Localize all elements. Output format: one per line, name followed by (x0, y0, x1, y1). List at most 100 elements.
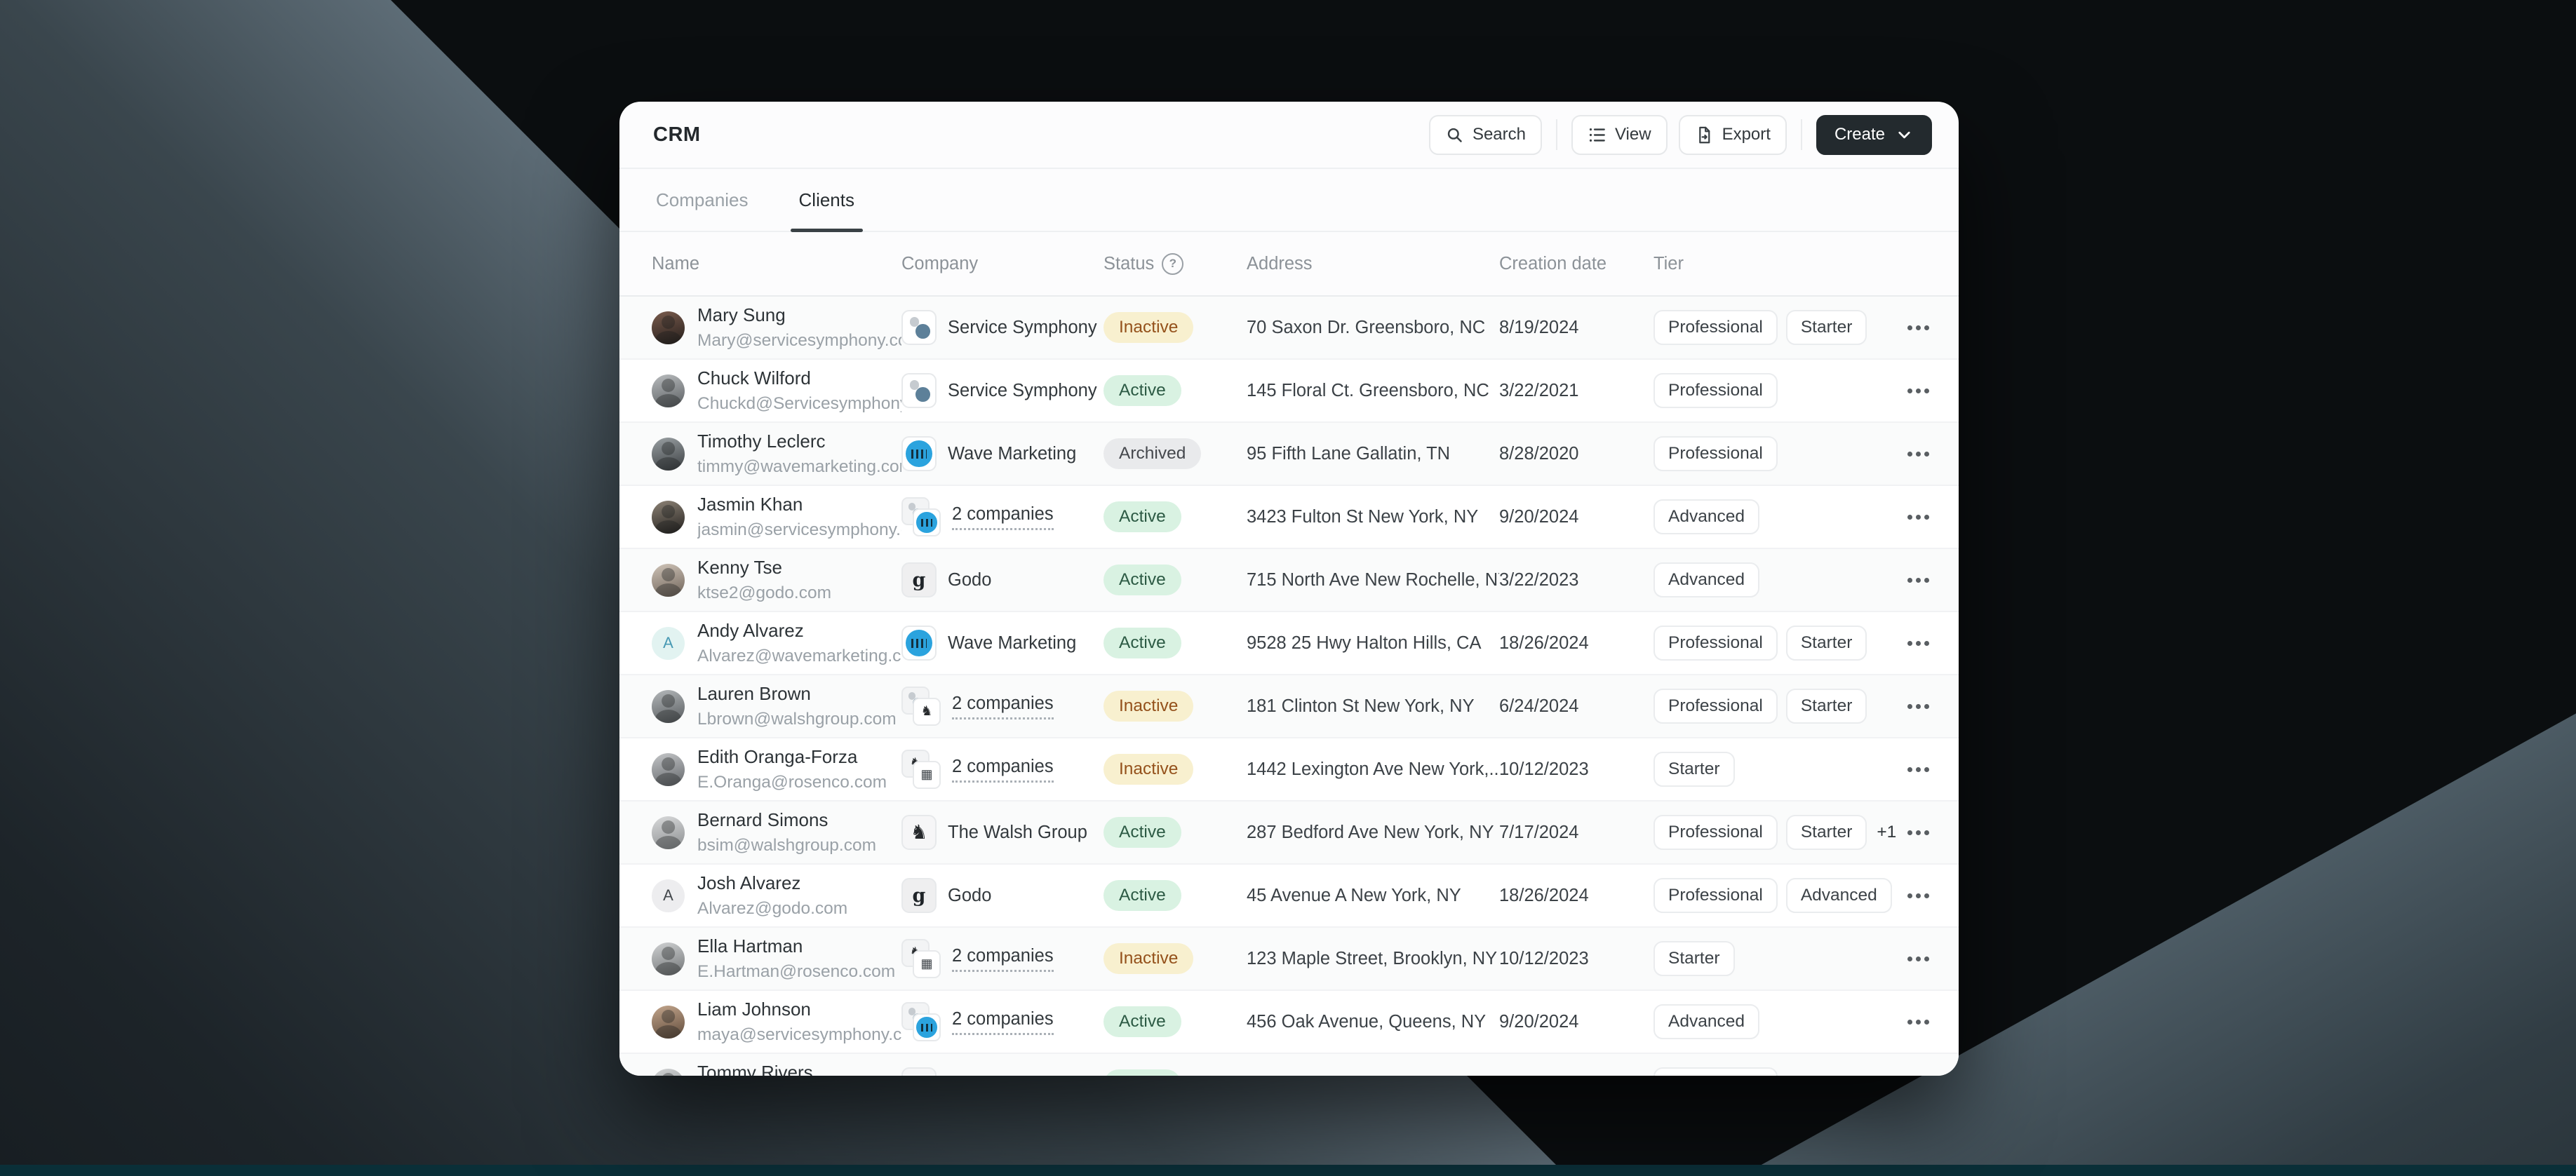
creation-date-text: 18/26/2024 (1499, 633, 1589, 653)
row-actions-button[interactable] (1903, 759, 1933, 780)
row-actions-button[interactable] (1903, 948, 1933, 970)
client-name: Kenny Tse (697, 557, 782, 578)
company-cell: 2 companies (901, 750, 1103, 789)
tier-cell: Advanced (1653, 499, 1881, 534)
table-row[interactable]: Kenny Tse ktse2@godo.com g Godo Active 7… (619, 549, 1959, 612)
view-button[interactable]: View (1571, 114, 1668, 155)
row-actions-button[interactable] (1903, 317, 1933, 339)
company-name: Godo (948, 569, 992, 590)
ellipsis-icon (1907, 514, 1912, 520)
table-row[interactable]: A Andy Alvarez Alvarez@wavemarketing.com… (619, 612, 1959, 675)
tier-cell: Professional (1653, 1067, 1881, 1076)
table-row[interactable]: Liam Johnson maya@servicesymphony.co... … (619, 991, 1959, 1054)
row-actions-button[interactable] (1903, 633, 1933, 654)
table-row[interactable]: Jasmin Khan jasmin@servicesymphony.c... … (619, 486, 1959, 549)
row-actions-button[interactable] (1903, 885, 1933, 907)
creation-date-text: 3/22/2021 (1499, 380, 1579, 400)
background-bottom-strip (0, 1165, 2576, 1176)
name-cell: Jasmin Khan jasmin@servicesymphony.c... (652, 494, 901, 540)
row-actions-button[interactable] (1903, 1074, 1933, 1076)
tier-cell: Professional Starter (1653, 689, 1881, 724)
name-cell: Timothy Leclerc timmy@wavemarketing.com (652, 431, 901, 477)
status-cell: Inactive (1103, 691, 1247, 722)
wave-logo-icon (916, 1017, 937, 1038)
view-button-label: View (1614, 125, 1651, 144)
row-actions-button[interactable] (1903, 1011, 1933, 1033)
tier-extra-count: +1 (1877, 823, 1897, 842)
status-badge: Active (1103, 817, 1181, 848)
export-button[interactable]: Export (1678, 114, 1787, 155)
tier-chip: Starter (1785, 815, 1867, 850)
name-email-stack: Mary Sung Mary@servicesymphony.com (697, 304, 901, 351)
dots-logo-icon (903, 311, 935, 344)
tier-chip: Advanced (1653, 1004, 1759, 1039)
row-actions-button[interactable] (1903, 696, 1933, 717)
ellipsis-icon (1907, 577, 1912, 583)
name-email-stack: Jasmin Khan jasmin@servicesymphony.c... (697, 494, 901, 540)
export-button-label: Export (1722, 125, 1771, 144)
creation-date-text: 18/26/2024 (1499, 885, 1589, 905)
company-name: The Walsh Group (948, 822, 1087, 842)
table-body: Mary Sung Mary@servicesymphony.com Servi… (619, 297, 1959, 1076)
table-row[interactable]: A Josh Alvarez Alvarez@godo.com g Godo A… (619, 865, 1959, 928)
table-row[interactable]: Lauren Brown Lbrown@walshgroup.com 2 com… (619, 675, 1959, 738)
tab-companies[interactable]: Companies (656, 189, 749, 210)
client-name: Tommy Rivers (697, 1062, 813, 1076)
tier-cell: Professional Starter (1653, 626, 1881, 661)
avatar (652, 437, 685, 471)
company-name: Wave Marketing (948, 633, 1077, 653)
company-link[interactable]: 2 companies (952, 946, 1054, 972)
client-name: Lauren Brown (697, 683, 811, 704)
tab-clients[interactable]: Clients (790, 169, 864, 232)
client-email: E.Oranga@rosenco.com (697, 773, 887, 792)
status-cell: Active (1103, 1069, 1247, 1076)
row-actions-button[interactable] (1903, 506, 1933, 528)
status-cell: Inactive (1103, 754, 1247, 785)
avatar (652, 563, 685, 597)
creation-date-text: 7/17/2024 (1499, 822, 1579, 842)
table-row[interactable]: Mary Sung Mary@servicesymphony.com Servi… (619, 297, 1959, 360)
row-actions-button[interactable] (1903, 380, 1933, 402)
table-row[interactable]: Chuck Wilford Chuckd@Servicesymphony....… (619, 360, 1959, 423)
status-cell: Inactive (1103, 312, 1247, 343)
search-button[interactable]: Search (1428, 114, 1542, 155)
avatar (652, 689, 685, 723)
address-text: 9528 25 Hwy Halton Hills, CA (1247, 633, 1482, 653)
company-link[interactable]: 2 companies (952, 757, 1054, 783)
tier-chip: Professional (1653, 815, 1778, 850)
wave-logo-icon (906, 440, 932, 467)
company-link[interactable]: 2 companies (952, 1009, 1054, 1035)
name-cell: Bernard Simons bsim@walshgroup.com (652, 809, 901, 856)
ellipsis-icon (1907, 1019, 1912, 1025)
client-email: Mary@servicesymphony.com (697, 331, 901, 350)
company-link[interactable]: 2 companies (952, 504, 1054, 530)
table-row[interactable]: Edith Oranga-Forza E.Oranga@rosenco.com … (619, 738, 1959, 802)
name-cell: Kenny Tse ktse2@godo.com (652, 557, 901, 603)
help-icon[interactable]: ? (1162, 252, 1184, 275)
table-row[interactable]: Timothy Leclerc timmy@wavemarketing.com … (619, 423, 1959, 486)
create-button[interactable]: Create (1816, 114, 1932, 155)
address-text: 70 Saxon Dr. Greensboro, NC (1247, 317, 1486, 337)
tier-chip: Starter (1653, 752, 1735, 787)
status-cell: Active (1103, 501, 1247, 532)
table-row[interactable]: Ella Hartman E.Hartman@rosenco.com 2 com… (619, 928, 1959, 991)
creation-date-text: 6/24/2024 (1499, 696, 1579, 716)
crm-window: CRM Search (619, 102, 1959, 1076)
status-badge: Active (1103, 375, 1181, 406)
row-actions-button[interactable] (1903, 822, 1933, 844)
client-name: Liam Johnson (697, 999, 811, 1020)
name-email-stack: Tommy Rivers TommyR@servicesymphon... (697, 1062, 901, 1076)
tier-chip: Advanced (1785, 878, 1892, 913)
avatar: A (652, 879, 685, 912)
status-cell: Active (1103, 628, 1247, 658)
actions-cell (1881, 317, 1933, 339)
row-actions-button[interactable] (1903, 443, 1933, 465)
table-row[interactable]: Bernard Simons bsim@walshgroup.com The W… (619, 802, 1959, 865)
row-actions-button[interactable] (1903, 569, 1933, 591)
client-name: Timothy Leclerc (697, 431, 826, 452)
company-link[interactable]: 2 companies (952, 694, 1054, 719)
tier-chip: Professional (1653, 1067, 1778, 1076)
address-text: 181 Clinton St New York, NY (1247, 696, 1475, 716)
address-text: 1442 Lexington Ave New York,... (1247, 759, 1499, 779)
